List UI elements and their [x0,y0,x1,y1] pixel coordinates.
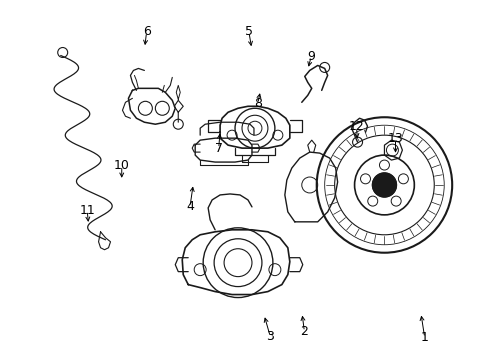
Text: 8: 8 [253,98,261,111]
Text: 1: 1 [420,331,428,344]
Text: 12: 12 [348,121,364,134]
Text: 10: 10 [114,159,129,172]
Circle shape [372,173,396,197]
Text: 13: 13 [387,132,403,145]
Text: 7: 7 [214,142,222,155]
Text: 2: 2 [300,325,308,338]
Text: 4: 4 [185,201,193,213]
Text: 5: 5 [244,26,252,39]
Text: 11: 11 [79,204,95,217]
Text: 6: 6 [142,26,150,39]
Text: 9: 9 [306,50,315,63]
Text: 3: 3 [266,330,274,343]
